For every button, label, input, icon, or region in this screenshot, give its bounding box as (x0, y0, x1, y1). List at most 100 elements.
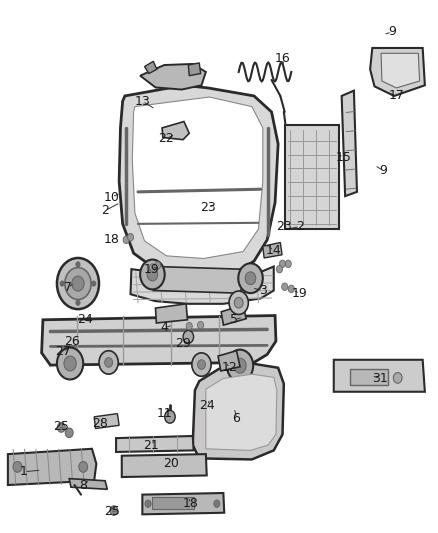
Text: 19: 19 (143, 263, 159, 276)
Text: 23: 23 (200, 201, 216, 214)
Circle shape (227, 350, 253, 382)
Circle shape (145, 500, 151, 507)
Bar (350, 369, 388, 385)
Circle shape (282, 283, 288, 290)
Circle shape (186, 322, 192, 330)
Text: 2: 2 (296, 220, 304, 233)
Text: 21: 21 (143, 439, 159, 451)
Circle shape (123, 236, 129, 244)
Text: 5: 5 (230, 313, 238, 326)
Text: 3: 3 (259, 284, 267, 297)
Circle shape (149, 264, 155, 271)
Text: 29: 29 (175, 337, 191, 350)
Polygon shape (131, 266, 274, 304)
Text: 10: 10 (104, 191, 120, 204)
Circle shape (99, 351, 118, 374)
Circle shape (183, 330, 194, 343)
Circle shape (79, 462, 88, 472)
Circle shape (76, 300, 80, 305)
Circle shape (214, 500, 220, 507)
Circle shape (76, 262, 80, 267)
Text: 13: 13 (134, 95, 150, 108)
Polygon shape (188, 63, 201, 76)
Text: 24: 24 (199, 399, 215, 411)
Polygon shape (381, 53, 420, 88)
Polygon shape (263, 243, 282, 258)
Text: 23: 23 (276, 220, 292, 233)
Text: 12: 12 (222, 361, 238, 374)
Circle shape (165, 410, 175, 423)
Polygon shape (153, 266, 245, 293)
Polygon shape (142, 493, 224, 514)
Circle shape (234, 358, 246, 373)
Text: 31: 31 (372, 372, 388, 385)
Polygon shape (342, 91, 357, 196)
Circle shape (140, 260, 165, 289)
Circle shape (57, 258, 99, 309)
Circle shape (65, 268, 91, 300)
Text: 14: 14 (266, 244, 282, 257)
Polygon shape (162, 122, 189, 140)
Text: 8: 8 (79, 479, 87, 491)
Text: 26: 26 (64, 335, 80, 348)
Bar (152, 497, 194, 509)
Circle shape (279, 260, 286, 268)
Text: 19: 19 (292, 287, 308, 300)
Circle shape (60, 281, 64, 286)
Circle shape (276, 265, 283, 273)
Text: 9: 9 (379, 164, 387, 177)
Text: 4: 4 (160, 321, 168, 334)
Circle shape (234, 297, 243, 308)
Polygon shape (155, 304, 187, 323)
Circle shape (57, 423, 65, 432)
Polygon shape (140, 64, 206, 90)
Text: 7: 7 (64, 281, 72, 294)
Polygon shape (221, 305, 246, 325)
Polygon shape (69, 479, 107, 489)
Polygon shape (193, 364, 284, 459)
Polygon shape (145, 61, 157, 74)
Circle shape (393, 373, 402, 383)
Circle shape (65, 428, 73, 438)
Circle shape (155, 262, 161, 269)
Polygon shape (334, 360, 425, 392)
Polygon shape (370, 48, 425, 96)
Text: 16: 16 (275, 52, 290, 65)
Polygon shape (119, 85, 278, 277)
Circle shape (238, 263, 263, 293)
Circle shape (285, 260, 291, 268)
Circle shape (72, 276, 84, 291)
Polygon shape (8, 449, 96, 485)
Text: 18: 18 (183, 497, 198, 510)
Circle shape (57, 348, 83, 379)
Circle shape (64, 356, 76, 371)
Circle shape (288, 285, 294, 293)
Text: 9: 9 (388, 26, 396, 38)
Circle shape (110, 506, 118, 515)
Text: 1: 1 (20, 465, 28, 478)
Polygon shape (116, 436, 194, 452)
Text: 25: 25 (104, 505, 120, 518)
Text: 28: 28 (92, 417, 108, 430)
Text: 11: 11 (156, 407, 172, 419)
Polygon shape (132, 97, 263, 259)
Circle shape (127, 233, 134, 241)
Circle shape (92, 281, 96, 286)
Text: 20: 20 (163, 457, 179, 470)
Circle shape (245, 272, 256, 285)
Circle shape (147, 268, 158, 281)
Polygon shape (122, 454, 207, 477)
Circle shape (105, 358, 113, 367)
Polygon shape (42, 316, 276, 365)
Polygon shape (94, 414, 119, 429)
Polygon shape (206, 374, 277, 450)
Text: 24: 24 (78, 313, 93, 326)
Circle shape (229, 291, 248, 314)
Bar (285, 125, 339, 229)
Text: 17: 17 (389, 90, 404, 102)
Text: 25: 25 (53, 420, 69, 433)
Polygon shape (218, 351, 240, 371)
Text: 6: 6 (233, 412, 240, 425)
Text: 27: 27 (56, 345, 71, 358)
Text: 15: 15 (336, 151, 352, 164)
